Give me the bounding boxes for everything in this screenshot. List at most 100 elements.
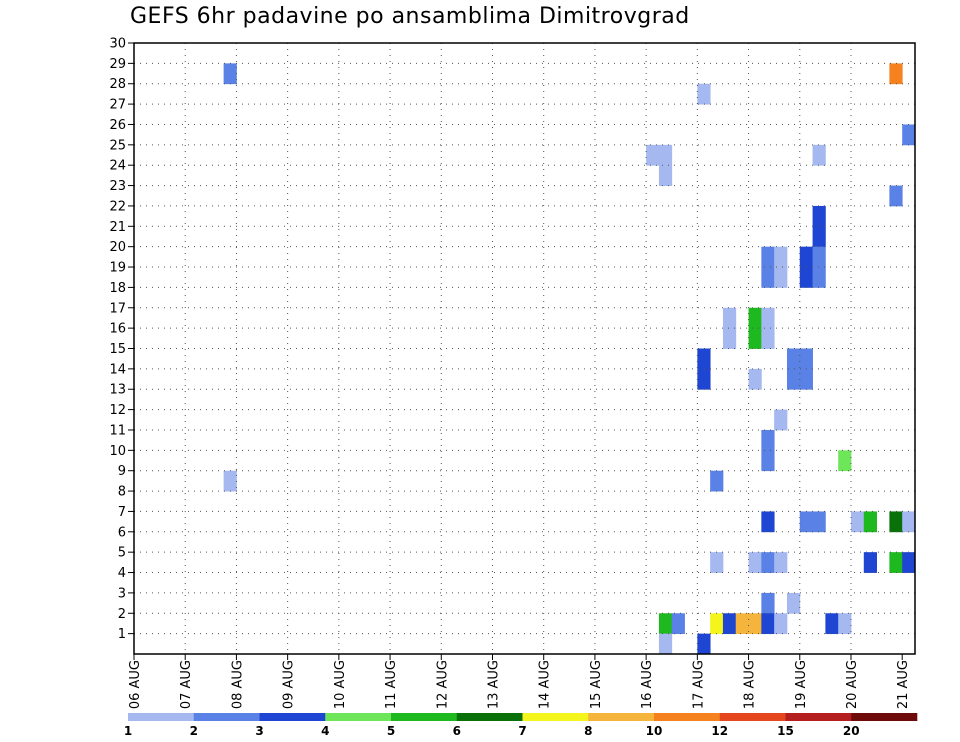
heatmap-cell <box>812 205 826 227</box>
heatmap-cell <box>722 307 737 329</box>
x-axis: 06 AUG 07 AUG 08 AUG 09 AUG 10 AUG 11 AUG 12 A… <box>128 654 911 709</box>
colorbar-label: 5 <box>387 724 395 738</box>
x-tick-label: 12 AUG <box>435 660 450 709</box>
x-tick-label: 08 AUG <box>230 660 245 709</box>
y-tick-label: 21 <box>109 220 126 235</box>
colorbar-label: 3 <box>255 724 263 738</box>
y-tick-label: 9 <box>118 464 126 479</box>
heatmap-cell <box>722 328 737 349</box>
heatmap-cell <box>825 613 839 635</box>
heatmap-cell <box>799 267 813 288</box>
colorbar-label: 1 <box>124 724 132 738</box>
x-tick-label: 15 AUG <box>589 660 604 709</box>
heatmap-cell <box>850 511 865 533</box>
x-tick-label: 07 AUG <box>179 660 194 709</box>
y-tick-label: 18 <box>109 281 126 296</box>
heatmap-cell <box>710 470 724 492</box>
colorbar-segment <box>522 713 589 721</box>
colorbar-segment <box>785 713 852 721</box>
heatmap-cell <box>761 511 775 533</box>
colorbar-segment <box>325 713 392 721</box>
heatmap-cell <box>761 450 775 472</box>
heatmap-cell <box>786 592 801 614</box>
heatmap-cell <box>671 613 685 635</box>
y-tick-label: 16 <box>109 322 126 337</box>
y-tick-label: 6 <box>118 525 126 540</box>
heatmap-cell <box>658 633 673 655</box>
colorbar-label: 2 <box>190 724 198 738</box>
heatmap-cell <box>761 592 775 614</box>
heatmap-cell <box>658 613 673 635</box>
y-tick-label: 22 <box>109 199 126 214</box>
colorbar-segment <box>654 713 721 721</box>
cells-layer <box>223 63 916 655</box>
heatmap-cell <box>889 63 903 85</box>
heatmap-cell <box>786 368 801 390</box>
heatmap-cell <box>658 165 673 186</box>
heatmap-cell <box>774 409 788 431</box>
y-tick-label: 2 <box>118 607 126 622</box>
heatmap-cell <box>748 368 762 390</box>
heatmap-cell <box>748 613 762 635</box>
heatmap-cell <box>761 552 775 573</box>
heatmap-cell <box>838 613 852 635</box>
colorbar-segment <box>193 713 260 721</box>
heatmap-cell <box>812 267 826 288</box>
heatmap-cell <box>838 450 852 472</box>
x-tick-label: 06 AUG <box>128 660 143 709</box>
colorbar-segment <box>719 713 786 721</box>
heatmap-cell <box>774 613 788 635</box>
y-tick-label: 29 <box>109 57 126 72</box>
chart-title: GEFS 6hr padavine po ansamblima Dimitrov… <box>130 4 690 29</box>
heatmap-cell <box>735 613 749 635</box>
y-tick-label: 27 <box>109 98 126 113</box>
heatmap-cell <box>812 246 826 268</box>
heatmap-cell <box>786 348 801 370</box>
y-tick-label: 13 <box>109 383 126 398</box>
heatmap-cell <box>761 613 775 635</box>
x-tick-label: 18 AUG <box>743 660 758 709</box>
x-tick-label: 11 AUG <box>384 660 399 709</box>
colorbar-segment <box>851 713 918 721</box>
heatmap-cell <box>799 348 813 370</box>
heatmap-cell <box>774 552 788 573</box>
x-tick-label: 20 AUG <box>845 660 860 709</box>
y-tick-label: 14 <box>109 362 126 377</box>
grid-layer <box>134 43 915 654</box>
heatmap-cell <box>799 511 813 533</box>
x-tick-label: 17 AUG <box>691 660 706 709</box>
x-tick-label: 13 AUG <box>487 660 502 709</box>
x-tick-label: 16 AUG <box>640 660 655 709</box>
heatmap-cell <box>761 429 775 451</box>
heatmap-cell <box>658 144 673 166</box>
heatmap-cell <box>863 511 877 533</box>
y-tick-label: 28 <box>109 77 126 92</box>
colorbar-segment <box>588 713 655 721</box>
heatmap-cell <box>697 368 711 390</box>
y-tick-label: 23 <box>109 179 126 194</box>
heatmap-cell <box>646 144 660 166</box>
heatmap-cell <box>761 307 775 329</box>
heatmap-cell <box>902 124 916 146</box>
y-tick-label: 26 <box>109 118 126 133</box>
colorbar-label: 20 <box>843 724 860 738</box>
heatmap-cell <box>902 511 916 533</box>
y-tick-label: 1 <box>118 627 126 642</box>
heatmap-cell <box>223 470 237 492</box>
heatmap-cell <box>863 552 877 573</box>
heatmap-cell <box>710 552 724 573</box>
y-axis: 1234567891011121314151617181920212223242… <box>109 37 134 642</box>
heatmap-cell <box>748 307 762 329</box>
y-tick-label: 4 <box>118 566 126 581</box>
y-tick-label: 24 <box>109 159 126 174</box>
heatmap-cell <box>774 267 788 288</box>
x-tick-label: 21 AUG <box>896 660 911 709</box>
colorbar-label: 12 <box>711 724 728 738</box>
colorbar-label: 15 <box>777 724 794 738</box>
heatmap-cell <box>889 511 903 533</box>
heatmap-cell <box>812 144 826 166</box>
colorbar-segment <box>391 713 458 721</box>
heatmap-cell <box>748 328 762 349</box>
y-tick-label: 12 <box>109 403 126 418</box>
